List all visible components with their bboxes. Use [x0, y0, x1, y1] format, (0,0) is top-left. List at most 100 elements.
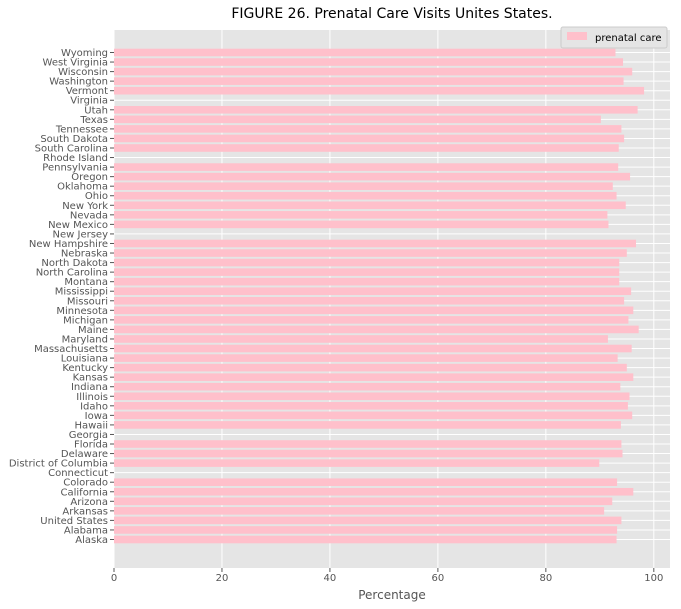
bar — [114, 487, 634, 496]
x-axis-title: Percentage — [358, 588, 426, 602]
y-tick-label: Hawaii — [74, 420, 108, 431]
y-tick-label: Missouri — [67, 296, 108, 307]
y-tick-label: Vermont — [66, 86, 108, 97]
bar — [114, 344, 632, 353]
y-tick-label: District of Columbia — [9, 459, 108, 470]
y-tick-label: New Mexico — [48, 220, 108, 231]
legend-label: prenatal care — [595, 33, 662, 44]
y-tick-label: Washington — [49, 77, 108, 88]
bar — [114, 440, 622, 448]
bar — [114, 67, 633, 76]
bar — [114, 211, 608, 219]
bar — [114, 535, 617, 544]
bar — [114, 449, 623, 458]
legend-swatch — [567, 32, 587, 40]
y-tick-label: North Dakota — [41, 258, 108, 269]
bar — [114, 268, 620, 276]
y-tick-label: Alaska — [75, 535, 108, 546]
bar — [114, 115, 601, 124]
y-tick-label: Kentucky — [62, 363, 108, 374]
y-tick-label: Delaware — [61, 449, 108, 460]
y-tick-label: New York — [62, 201, 108, 212]
bar — [114, 48, 616, 57]
y-tick-label: Nevada — [70, 210, 108, 221]
bar — [114, 306, 634, 315]
y-tick-label: Michigan — [63, 315, 108, 326]
bar — [114, 392, 630, 401]
bar — [114, 325, 639, 334]
bar — [114, 201, 626, 210]
bar — [114, 249, 627, 257]
bar — [114, 239, 636, 248]
bar — [114, 277, 620, 286]
bar — [114, 134, 625, 143]
bar — [114, 144, 619, 152]
bar — [114, 105, 638, 114]
x-tick-label: 60 — [432, 573, 445, 584]
y-tick-label: Idaho — [80, 401, 108, 412]
y-tick-label: Louisiana — [61, 354, 108, 365]
y-tick-label: Arkansas — [62, 506, 108, 517]
y-tick-label: California — [61, 487, 109, 498]
x-tick-label: 100 — [644, 573, 663, 584]
bar — [114, 354, 618, 362]
y-tick-label: Pennsylvania — [42, 163, 108, 174]
x-tick-label: 40 — [324, 573, 337, 584]
bar — [114, 363, 627, 372]
bar — [114, 125, 622, 133]
y-tick-label: Oregon — [71, 172, 108, 183]
legend-box — [560, 26, 668, 49]
bar — [114, 191, 617, 200]
chart-title: FIGURE 26. Prenatal Care Visits Unites S… — [231, 6, 552, 22]
y-tick-label: Texas — [79, 115, 108, 126]
y-tick-label: Virginia — [70, 96, 108, 107]
y-tick-label: Florida — [74, 440, 108, 451]
y-tick-label: Georgia — [69, 430, 108, 441]
y-tick-label: Massachusetts — [34, 344, 108, 355]
y-tick-label: Nebraska — [61, 249, 108, 260]
y-tick-label: Oklahoma — [57, 182, 108, 193]
y-tick-label: United States — [40, 516, 108, 527]
bar — [114, 77, 624, 85]
y-tick-label: Tennessee — [55, 124, 108, 135]
y-tick-label: Mississippi — [55, 287, 108, 298]
y-tick-label: Connecticut — [48, 468, 108, 479]
bar — [114, 526, 618, 534]
y-tick-label: South Carolina — [35, 143, 108, 154]
bar — [114, 478, 618, 487]
y-tick-label: Arizona — [70, 497, 108, 508]
y-tick-label: West Virginia — [43, 58, 108, 69]
y-tick-label: New Hampshire — [29, 239, 108, 250]
bar — [114, 373, 634, 381]
y-tick-label: Indiana — [71, 382, 108, 393]
bars — [114, 48, 645, 544]
bar — [114, 287, 632, 296]
y-tick-label: Wyoming — [61, 48, 108, 59]
y-tick-label: Kansas — [73, 373, 108, 384]
y-tick-label: Iowa — [85, 411, 108, 422]
y-tick-label: Montana — [64, 277, 108, 288]
bar — [114, 258, 620, 267]
y-tick-label: Wisconsin — [58, 67, 108, 78]
bar — [114, 163, 619, 171]
y-tick-label: North Carolina — [36, 268, 108, 279]
bar — [114, 402, 628, 410]
y-tick-label: Utah — [84, 105, 108, 116]
legend: prenatal care — [560, 26, 668, 49]
bar — [114, 516, 622, 525]
y-tick-label: Minnesota — [56, 306, 108, 317]
bar — [114, 497, 613, 506]
y-tick-label: South Dakota — [40, 134, 108, 145]
y-tick-label: Colorado — [63, 478, 108, 489]
bar — [114, 382, 621, 391]
x-tick-label: 80 — [539, 573, 552, 584]
y-tick-label: Maine — [78, 325, 108, 336]
bar — [114, 459, 600, 467]
bar — [114, 172, 631, 181]
y-tick-label: Maryland — [62, 334, 108, 345]
x-tick-label: 0 — [111, 573, 117, 584]
bar — [114, 182, 613, 190]
bar — [114, 411, 633, 420]
y-tick-label: New Jersey — [53, 229, 109, 240]
